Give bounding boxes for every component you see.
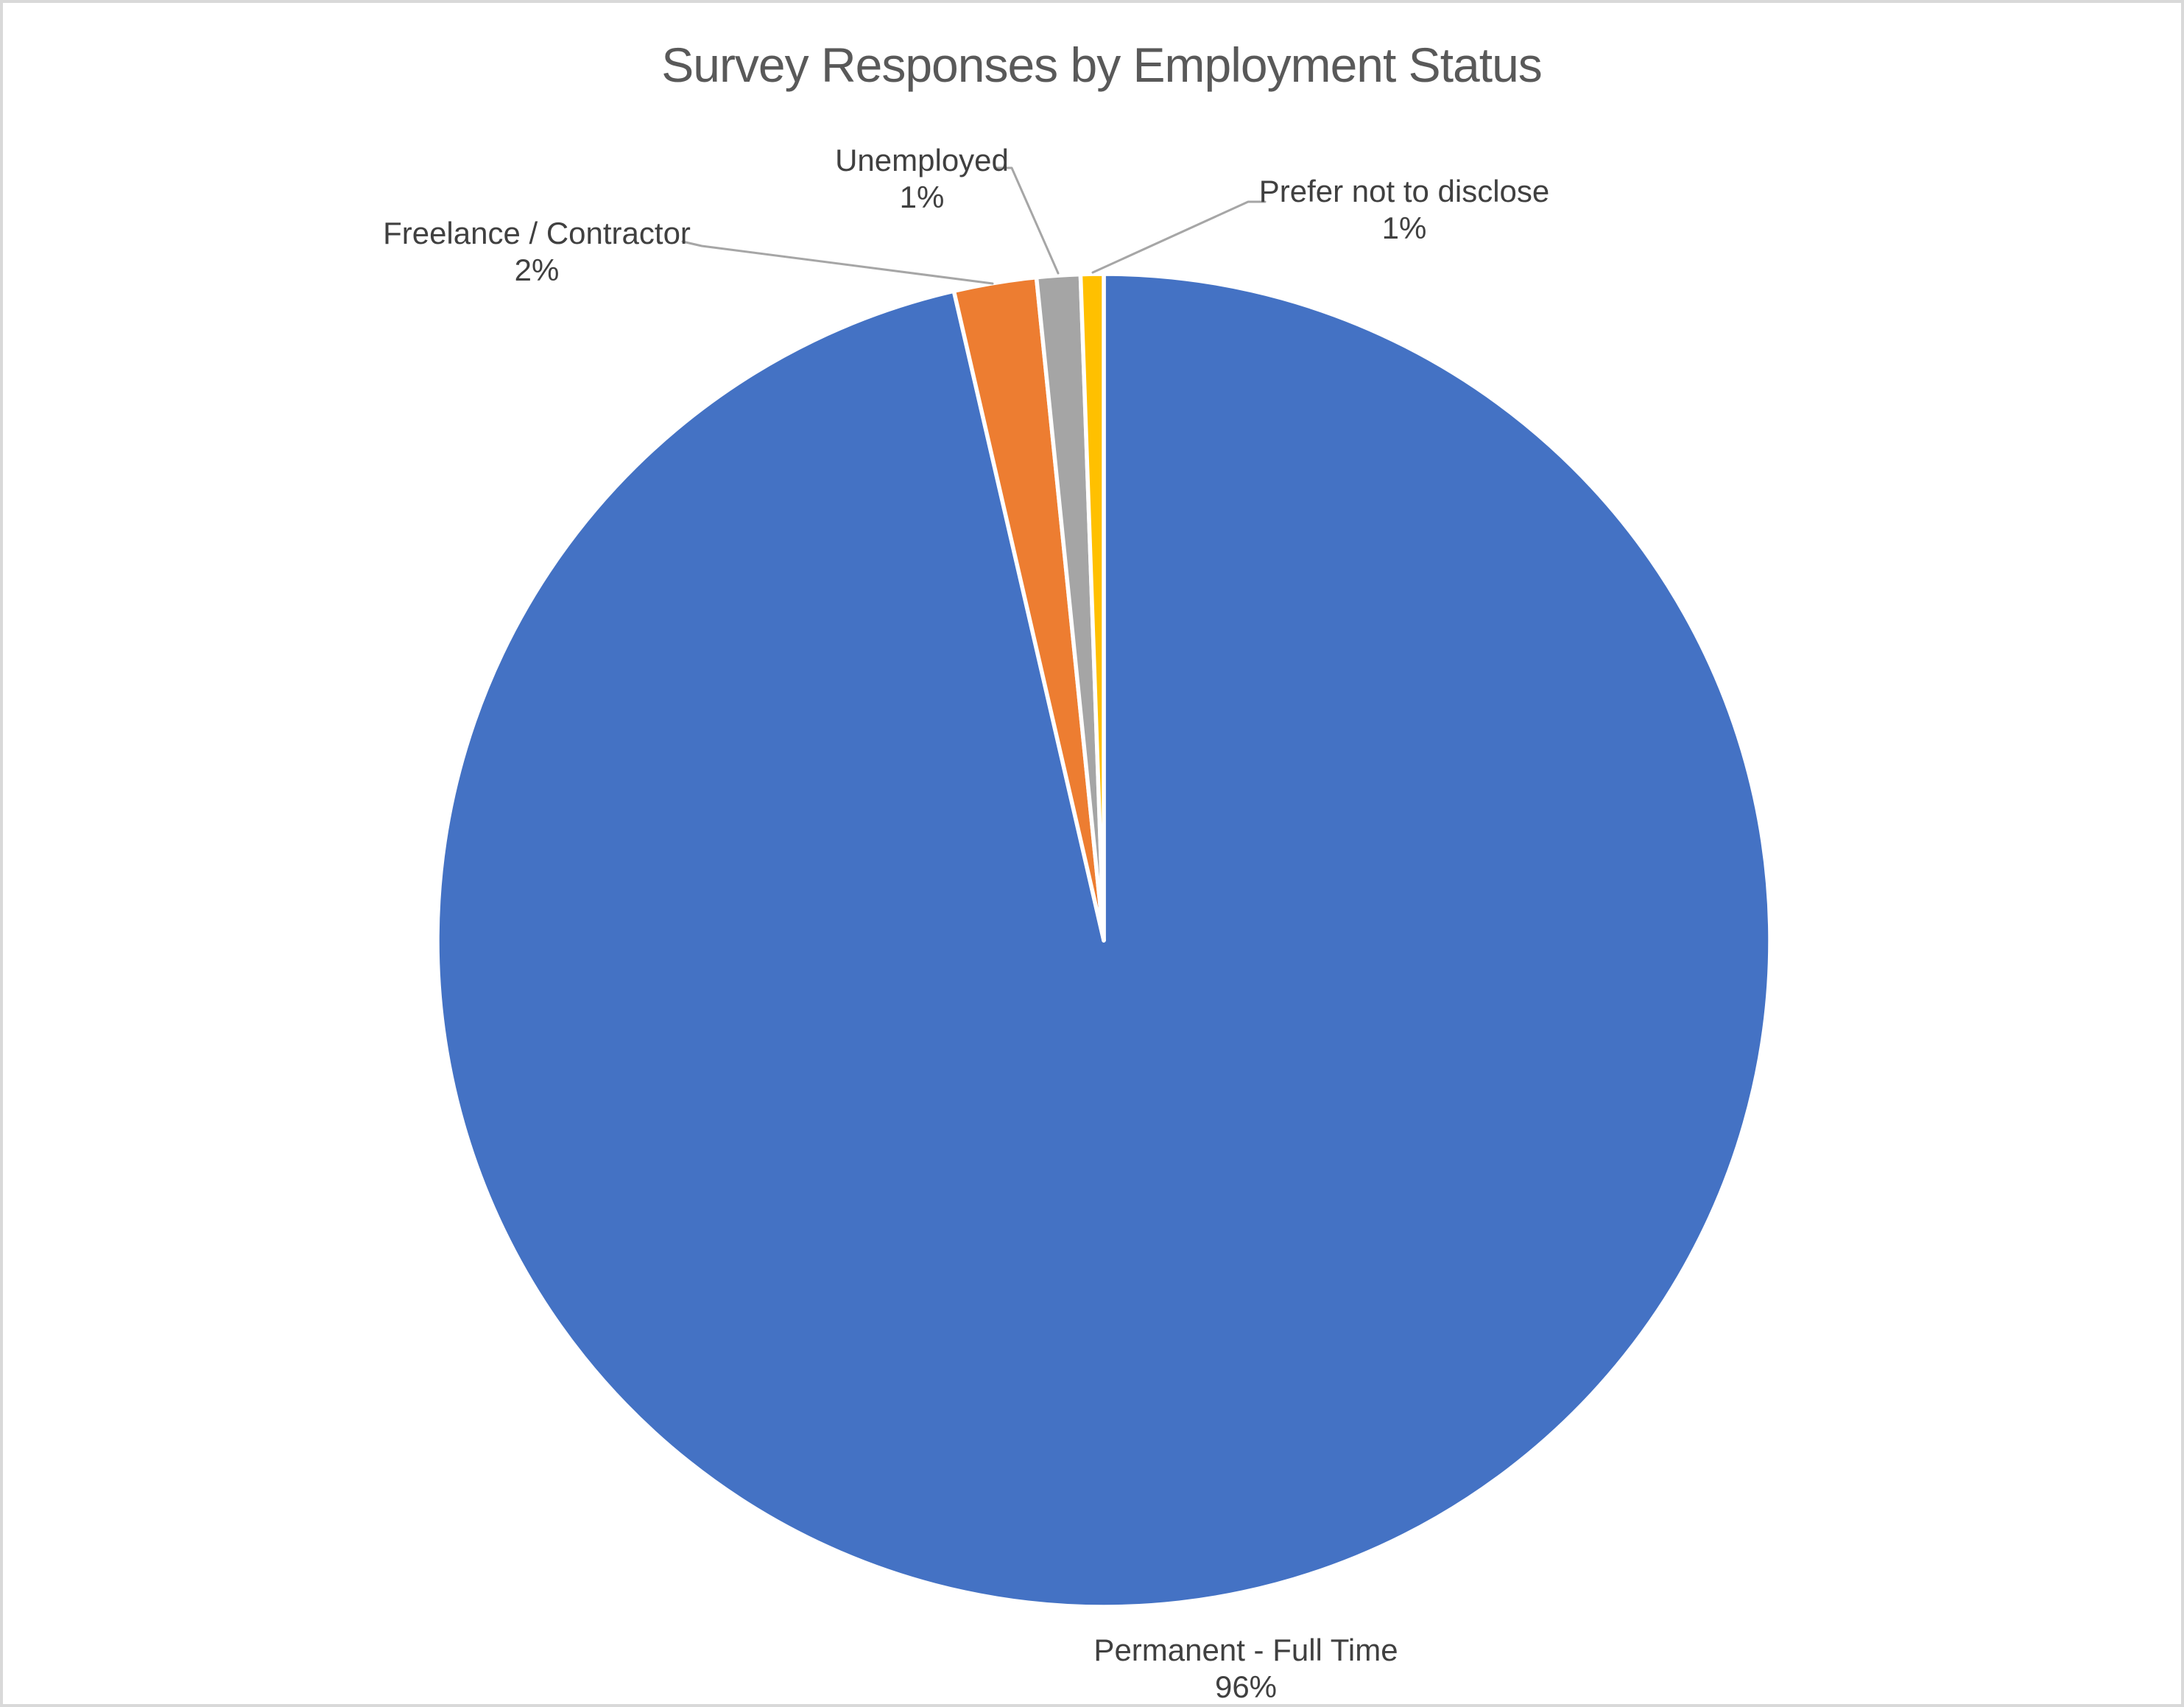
pie-slice-prefer-not-to-disclose[interactable] bbox=[1078, 272, 1106, 943]
data-label-prefer-not-to-disclose: Prefer not to disclose 1% bbox=[1259, 173, 1550, 247]
pie-chart bbox=[435, 166, 1772, 1609]
data-label-category: Freelance / Contractor bbox=[383, 216, 691, 250]
leader-line-unemployed bbox=[993, 166, 1060, 275]
leader-line-prefer-not-to-disclose bbox=[1091, 200, 1267, 274]
data-label-freelance-contractor: Freelance / Contractor 2% bbox=[383, 215, 691, 289]
data-label-permanent-full-time: Permanent - Full Time 96% bbox=[1093, 1632, 1398, 1704]
data-label-percent: 1% bbox=[1381, 211, 1427, 245]
data-label-category: Permanent - Full Time bbox=[1093, 1633, 1398, 1667]
chart-title: Survey Responses by Employment Status bbox=[661, 38, 1543, 92]
data-label-unemployed: Unemployed 1% bbox=[835, 142, 1009, 216]
data-label-category: Prefer not to disclose bbox=[1258, 174, 1550, 208]
pie-slices bbox=[435, 272, 1772, 1609]
leader-lines bbox=[681, 166, 1267, 285]
data-label-percent: 96% bbox=[1214, 1669, 1278, 1704]
data-label-category: Unemployed bbox=[835, 143, 1009, 177]
leader-line-freelance-contractor bbox=[681, 240, 994, 285]
data-label-percent: 1% bbox=[899, 180, 945, 214]
data-label-percent: 2% bbox=[514, 253, 560, 287]
